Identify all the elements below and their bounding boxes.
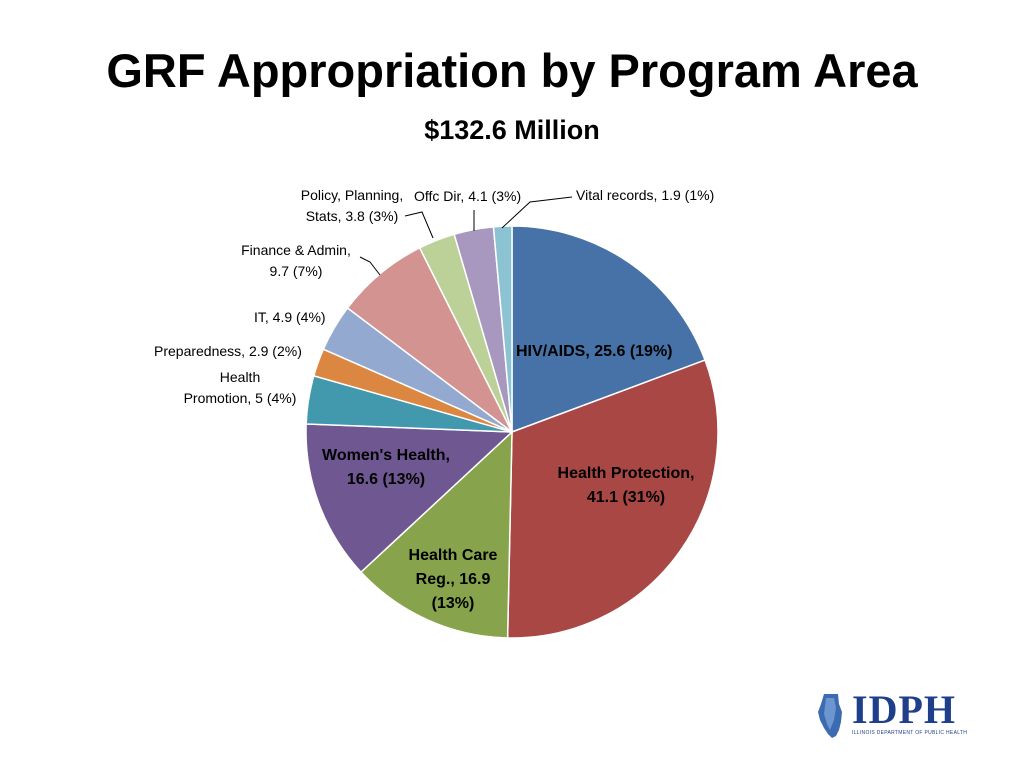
pie-slice-hiv [511, 225, 706, 434]
slice-label-health-protection: Health Protection, 41.1 (31%) [540, 462, 712, 510]
logo-text: IDPH [852, 687, 956, 732]
slice-label-health-care-reg: Health Care Reg., 16.9 (13%) [393, 544, 513, 616]
pie-slice-hcr [359, 430, 513, 639]
slice-label-line: Stats, 3.8 (3%) [305, 208, 399, 224]
slice-label-hiv-aids: HIV/AIDS, 25.6 (19%) [516, 343, 673, 360]
slice-label-line: Reg., 16.9 [415, 571, 491, 588]
slice-label-line: Health Protection, [557, 465, 695, 482]
logo-subtext: ILLINOIS DEPARTMENT OF PUBLIC HEALTH [852, 730, 968, 736]
slice-label-line: Health [219, 369, 261, 385]
slice-label-preparedness: Preparedness, 2.9 (2%) [154, 343, 302, 359]
slice-label-line: 9.7 (7%) [269, 263, 323, 279]
leader-line-finance [359, 256, 381, 276]
slice-label-line: (13%) [431, 595, 475, 612]
leader-lines [359, 196, 573, 276]
pie-slice-hp [506, 359, 719, 639]
chart-subtitle: $132.6 Million [424, 115, 600, 145]
illinois-state-icon [818, 694, 842, 738]
slice-label-health-promotion: Health Promotion, 5 (4%) [170, 367, 310, 409]
slice-label-line: Finance & Admin, [241, 242, 351, 258]
slice-label-vital-records: Vital records, 1.9 (1%) [576, 187, 715, 203]
slice-label-offc-dir: Offc Dir, 4.1 (3%) [414, 188, 522, 204]
idph-logo: IDPH ILLINOIS DEPARTMENT OF PUBLIC HEALT… [812, 687, 972, 740]
slice-label-it: IT, 4.9 (4%) [254, 309, 326, 325]
pie-slice-wh [305, 423, 514, 574]
chart-title: GRF Appropriation by Program Area [106, 44, 918, 97]
leader-line-vital [501, 196, 573, 229]
slice-label-finance-admin: Finance & Admin, 9.7 (7%) [232, 240, 360, 282]
slice-label-line: Health Care [408, 547, 498, 564]
slice-label-line: Women's Health, [322, 447, 450, 464]
slice-label-line: 41.1 (31%) [586, 489, 666, 506]
slice-label-line: Promotion, 5 (4%) [183, 390, 297, 406]
pie-slice-vital [492, 225, 513, 433]
slice-label-policy-planning-stats: Policy, Planning, Stats, 3.8 (3%) [296, 185, 408, 227]
pie-slices [305, 225, 719, 639]
slice-label-line: 16.6 (13%) [346, 471, 426, 488]
slice-label-womens-health: Women's Health, 16.6 (13%) [306, 444, 466, 492]
leader-line-policy [404, 211, 434, 239]
slice-label-line: Policy, Planning, [300, 187, 404, 203]
